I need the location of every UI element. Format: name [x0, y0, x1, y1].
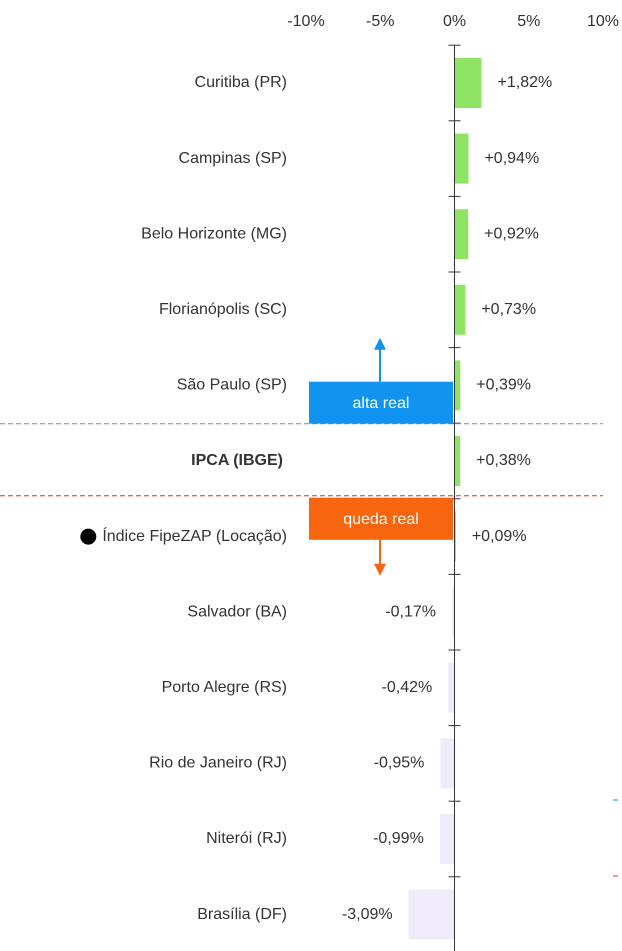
value-label: +0,38% [476, 452, 531, 469]
annotation-arrowhead [374, 337, 386, 350]
x-tick-label: 5% [517, 13, 540, 30]
annotation-arrowhead [374, 563, 386, 576]
bar [440, 738, 455, 789]
category-label: IPCA (IBGE) [191, 452, 283, 469]
category-label: Salvador (BA) [187, 603, 287, 620]
value-label: +0,94% [484, 150, 539, 167]
x-tick-label: 10% [587, 13, 619, 30]
category-label: Curitiba (PR) [195, 74, 287, 91]
x-tick-label: -10% [287, 13, 324, 30]
bar [454, 209, 469, 260]
category-label: São Paulo (SP) [177, 377, 287, 394]
value-label: +1,82% [498, 74, 553, 91]
value-label: +0,09% [472, 528, 527, 545]
category-label: Belo Horizonte (MG) [141, 225, 287, 242]
value-label: -0,42% [382, 679, 433, 696]
value-label: -0,95% [374, 755, 425, 772]
annotation-box [309, 381, 453, 424]
bar [454, 360, 461, 411]
marker-dot [80, 528, 97, 545]
annotation-box [309, 497, 453, 540]
bar [454, 133, 469, 184]
bar [454, 511, 456, 562]
bar [448, 662, 455, 713]
annotation-text: queda real [343, 511, 419, 528]
category-label: Rio de Janeiro (RJ) [149, 755, 287, 772]
value-label: +0,92% [484, 225, 539, 242]
category-label: Campinas (SP) [179, 150, 287, 167]
value-label: +0,73% [481, 301, 536, 318]
category-label: Brasília (DF) [197, 906, 287, 923]
bar [439, 814, 455, 864]
value-label: -0,17% [385, 603, 436, 620]
category-label: Porto Alegre (RS) [162, 679, 287, 696]
bar [454, 58, 482, 108]
annotation-text: alta real [353, 395, 410, 412]
value-label: +0,39% [476, 377, 531, 394]
category-label: Niterói (RJ) [206, 830, 287, 847]
value-label: -0,99% [373, 830, 424, 847]
category-label: Florianópolis (SC) [159, 301, 287, 318]
bar [454, 284, 466, 335]
x-tick-label: 0% [443, 13, 466, 30]
category-label: Índice FipeZAP (Locação) [102, 526, 287, 545]
bar [408, 889, 455, 940]
bar [454, 436, 461, 486]
bar [451, 587, 455, 638]
value-label: -3,09% [342, 906, 393, 923]
x-tick-label: -5% [366, 13, 394, 30]
